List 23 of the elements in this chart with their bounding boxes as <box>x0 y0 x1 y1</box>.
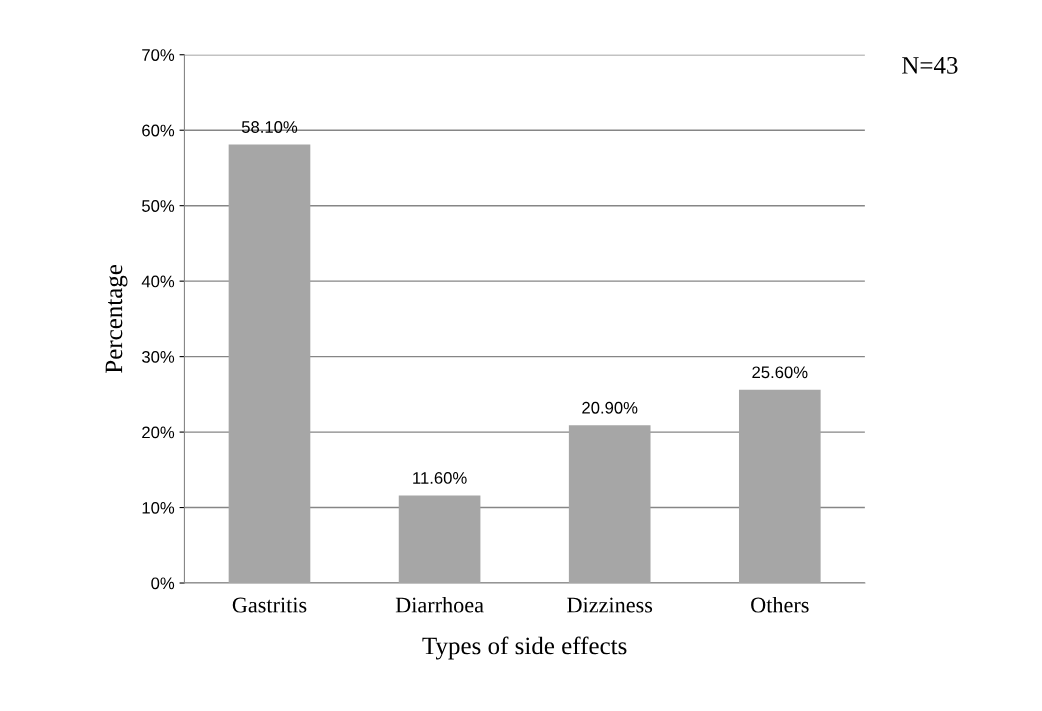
text: N=43 <box>902 57 958 74</box>
y-tick-label: 20% <box>142 426 175 439</box>
bar <box>568 425 651 584</box>
x-tick-label: Gastritis <box>232 597 307 613</box>
data-label: 25.60% <box>752 366 808 379</box>
y-tick-label: 60% <box>142 124 175 137</box>
y-axis-title: Percentage <box>105 264 128 373</box>
bar <box>738 389 821 584</box>
data-label: 58.10% <box>241 121 298 133</box>
data-label: 20.90% <box>582 401 638 414</box>
y-tick-label: 0% <box>151 577 175 590</box>
y-tick-label: 40% <box>141 275 175 288</box>
y-tick-label: 50% <box>142 200 175 212</box>
x-tick-label: Diarrhoea <box>395 596 484 613</box>
x-tick-label: Dizziness <box>567 597 653 613</box>
x-axis-title: Types of side effects <box>422 636 627 660</box>
y-tick-label: 70% <box>142 49 175 61</box>
x-tick-label: Others <box>751 596 809 613</box>
bar <box>228 144 311 584</box>
y-tick-label: 10% <box>142 501 175 514</box>
y-tick-label: 30% <box>141 351 175 363</box>
bar <box>398 495 481 584</box>
data-label: 11.60% <box>413 472 467 484</box>
